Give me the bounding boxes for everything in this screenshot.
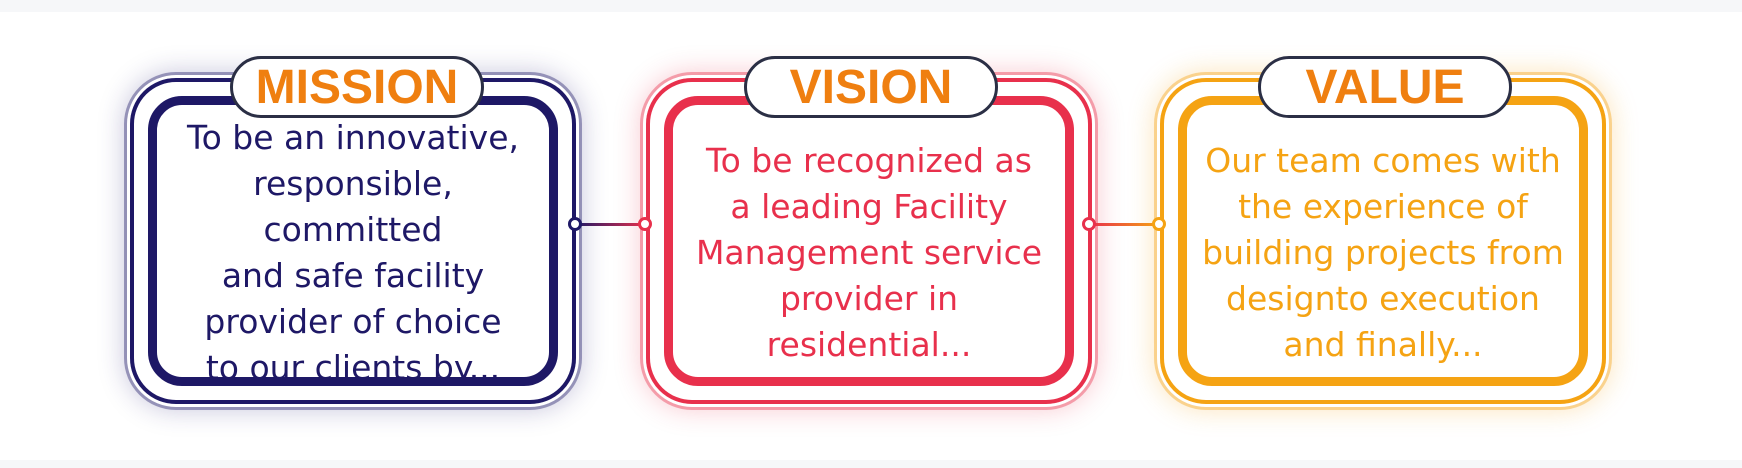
connector-node-icon <box>638 217 652 231</box>
value-card-inner: Our team comes with the experience of bu… <box>1178 96 1588 386</box>
vision-card-inner: To be recognized as a leading Facility M… <box>664 96 1074 386</box>
vision-title-pill: VISION <box>744 56 998 118</box>
connector-node-icon <box>568 217 582 231</box>
connector-vision-value <box>1090 223 1160 226</box>
mission-text: To be an innovative, responsible, commit… <box>187 118 519 387</box>
diagram-canvas: To be an innovative, responsible, commit… <box>0 12 1742 460</box>
vision-text: To be recognized as a leading Facility M… <box>695 141 1043 364</box>
mission-card: To be an innovative, responsible, commit… <box>130 78 576 404</box>
value-title: VALUE <box>1305 60 1465 114</box>
vision-card: To be recognized as a leading Facility M… <box>646 78 1092 404</box>
mission-title: MISSION <box>255 60 459 114</box>
value-text: Our team comes with the experience of bu… <box>1202 141 1564 364</box>
mission-card-inner: To be an innovative, responsible, commit… <box>148 96 558 387</box>
mission-title-pill: MISSION <box>230 56 484 118</box>
connector-mission-vision <box>576 223 646 226</box>
vision-title: VISION <box>789 60 953 114</box>
connector-node-icon <box>1082 217 1096 231</box>
connector-node-icon <box>1152 217 1166 231</box>
value-title-pill: VALUE <box>1258 56 1512 118</box>
value-card: Our team comes with the experience of bu… <box>1160 78 1606 404</box>
